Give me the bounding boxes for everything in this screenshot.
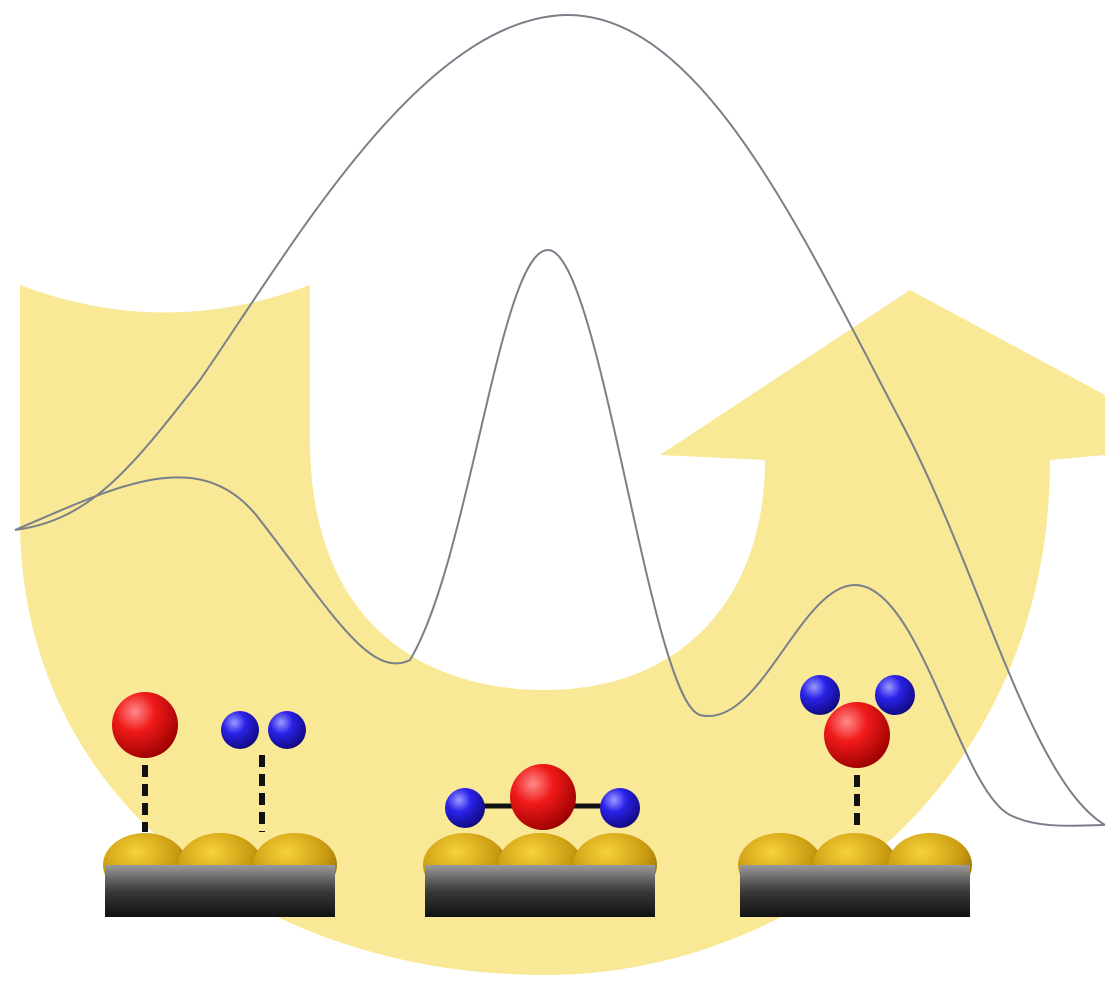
hydrogen-atom [221, 711, 259, 749]
hydrogen-atom [268, 711, 306, 749]
surface-3 [738, 833, 972, 917]
oxygen-atom [112, 692, 178, 758]
surface-2 [423, 833, 657, 917]
surface-1 [103, 833, 337, 917]
diagram [0, 0, 1105, 1006]
page [0, 0, 1105, 1006]
